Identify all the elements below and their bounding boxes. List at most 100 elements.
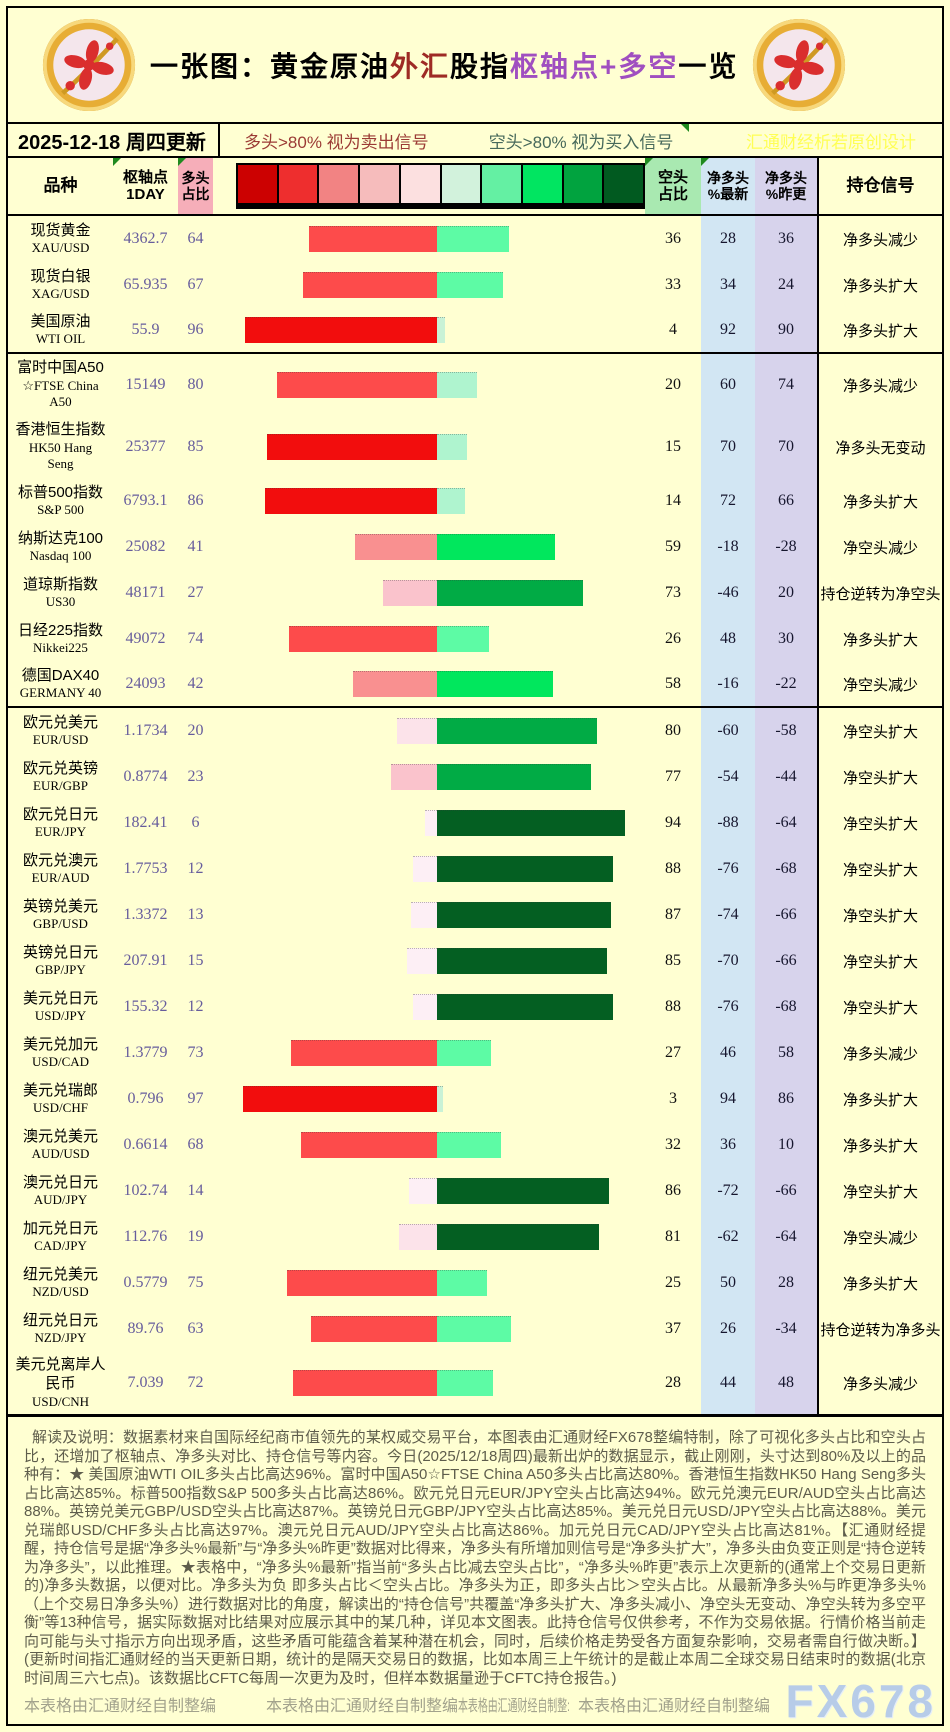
net-long-latest-value: -46 [701,570,755,616]
ratio-bar-cell [213,1352,645,1414]
title-segment: 一张图：黄金原油 [150,51,391,82]
long-percent-value: 72 [187,1374,204,1391]
product-cell: 欧元兑澳元 EUR/AUD [8,846,113,892]
long-bar [407,948,437,974]
col-header-net-new: 净多头 %最新 [701,158,755,214]
short-percent-value: 27 [665,1044,681,1061]
title-segment: 枢轴点+多空 [510,51,679,82]
ratio-bar-cell [213,216,645,262]
col-header-pivot: 枢轴点 1DAY [113,158,178,214]
pivot-value: 15149 [125,376,166,393]
short-bar [437,1370,493,1396]
product-name-zh: 英镑兑日元 [22,943,98,961]
short-bar [437,718,597,744]
short-percent-value: 73 [665,584,681,601]
long-bar [291,1040,437,1066]
scale-cell [520,163,564,205]
table-row: 澳元兑美元 AUD/USD 0.6614 68 32 36 10 净多头扩大 [8,1122,942,1168]
product-name-en: EUR/AUD [31,870,90,886]
position-signal: 净空头扩大 [817,800,942,846]
ratio-bar-cell [213,416,645,478]
product-cell: 美国原油 WTI OIL [8,308,113,352]
scale-cell [561,163,605,205]
short-bar [437,671,553,697]
position-signal: 净空头扩大 [817,984,942,1030]
net-long-previous-value: 90 [755,308,817,352]
short-bar [437,1270,487,1296]
product-cell: 欧元兑美元 EUR/USD [8,708,113,754]
product-cell: 美元兑离岸人 民币 USD/CNH [8,1352,113,1414]
table-row: 美元兑离岸人 民币 USD/CNH 7.039 72 28 44 48 净多头减少 [8,1352,942,1414]
long-percent-value: 75 [187,1274,204,1291]
net-long-latest-value: -18 [701,524,755,570]
net-long-previous-value: -66 [755,892,817,938]
net-long-latest-value: 50 [701,1260,755,1306]
net-long-previous-value: -66 [755,938,817,984]
short-bar [437,1224,599,1250]
product-cell: 道琼斯指数 US30 [8,570,113,616]
long-percent-value: 67 [187,276,204,293]
scale-cell [439,163,483,205]
fx678-watermark: FX678 [785,1675,936,1726]
net-long-latest-value: 72 [701,478,755,524]
product-name-en: USD/CHF [33,1100,88,1116]
coin-logo-icon [42,18,136,112]
ratio-bar-cell [213,984,645,1030]
title-segment: 外汇 [390,51,451,82]
scale-cell [358,163,401,205]
net-long-latest-value: 94 [701,1076,755,1122]
col-header-net-old: 净多头 %昨更 [755,158,817,214]
coin-logo-icon [753,18,846,112]
product-name-en: Seng [47,456,74,472]
ratio-bar-cell [213,1122,645,1168]
net-long-previous-value: -64 [755,1214,817,1260]
position-signal: 净空头扩大 [817,708,942,754]
net-long-previous-value: -68 [755,984,817,1030]
long-percent-value: 20 [187,722,204,739]
product-name-zh: 英镑兑美元 [22,897,98,915]
ratio-bar-cell [213,354,645,416]
net-long-latest-value: 60 [701,354,755,416]
short-percent-value: 59 [665,538,681,555]
net-long-latest-value: -76 [701,846,755,892]
position-signal: 净空头扩大 [817,892,942,938]
long-signal-note: 多头>80% 视为卖出信号 [244,132,429,152]
product-name-zh: 标普500指数 [17,483,104,501]
net-long-previous-value: 58 [755,1030,817,1076]
pivot-value: 0.8774 [123,768,168,785]
product-name-en: USD/CNH [31,1393,90,1409]
net-long-latest-value: -54 [701,754,755,800]
net-long-latest-value: 36 [701,1122,755,1168]
short-percent-value: 4 [669,321,677,338]
product-cell: 富时中国A50 ☆FTSE China A50 [8,354,113,416]
col-header-long-line1: 多头 [181,169,210,186]
product-name-en: EUR/JPY [34,824,87,840]
table-row: 纽元兑日元 NZD/JPY 89.76 63 37 26 -34 持仓逆转为净多头 [8,1306,942,1352]
table-row: 现货白银 XAG/USD 65.935 67 33 34 24 净多头扩大 [8,262,942,308]
short-bar [437,764,591,790]
short-bar [437,856,613,882]
table-row: 加元兑日元 CAD/JPY 112.76 19 81 -62 -64 净空头减少 [8,1214,942,1260]
col-header-long: 多头 占比 [178,158,213,214]
product-name-zh: 欧元兑日元 [22,805,98,823]
long-percent-value: 23 [187,768,204,785]
table-body: 现货黄金 XAU/USD 4362.7 64 36 28 36 净多头减少 现货白银 XAG/US… [8,216,942,1417]
position-signal: 净多头扩大 [817,1260,942,1306]
short-percent-value: 3 [669,1090,677,1107]
long-bar [397,718,437,744]
table-row: 富时中国A50 ☆FTSE China A50 15149 80 20 60 74 净多头减少 [8,354,942,416]
short-bar [437,948,607,974]
col-header-long-line2: 占比 [181,186,210,202]
product-cell: 现货白银 XAG/USD [8,262,113,308]
short-bar [437,1178,609,1204]
position-signal: 持仓逆转为净多头 [817,1306,942,1352]
net-long-previous-value: 30 [755,616,817,662]
ratio-bar-cell [213,524,645,570]
product-name-zh: 纽元兑美元 [22,1265,98,1283]
ratio-bar-cell [213,754,645,800]
product-name-zh: 德国DAX40 [21,666,100,684]
net-long-previous-value: -58 [755,708,817,754]
product-name-zh: 澳元兑日元 [22,1173,98,1191]
long-percent-value: 13 [187,906,204,923]
ratio-bar-cell [213,938,645,984]
